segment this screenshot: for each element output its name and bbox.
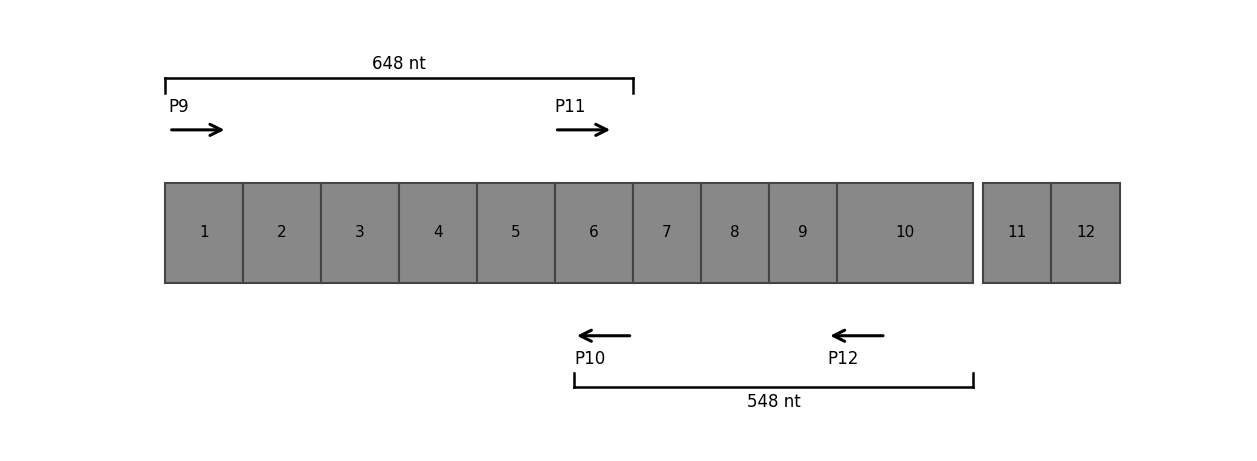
Text: P12: P12 [827, 350, 859, 368]
Text: P11: P11 [554, 98, 586, 116]
Bar [837, 183, 973, 283]
Bar [700, 183, 769, 283]
Bar [165, 183, 243, 283]
Text: 6: 6 [588, 225, 598, 240]
Text: 3: 3 [354, 225, 365, 240]
Text: 5: 5 [510, 225, 520, 240]
Text: 12: 12 [1076, 225, 1095, 240]
Text: P9: P9 [168, 98, 190, 116]
Text: 548 nt: 548 nt [747, 394, 801, 412]
Bar [243, 183, 321, 283]
Text: 9: 9 [798, 225, 808, 240]
Text: 10: 10 [896, 225, 915, 240]
Bar [321, 183, 398, 283]
Bar [398, 183, 476, 283]
Text: 7: 7 [661, 225, 671, 240]
Text: 11: 11 [1008, 225, 1027, 240]
Text: 1: 1 [199, 225, 209, 240]
Bar [983, 183, 1051, 283]
Bar [554, 183, 632, 283]
Text: 2: 2 [277, 225, 287, 240]
Bar [632, 183, 700, 283]
Bar [769, 183, 837, 283]
Text: P10: P10 [574, 350, 606, 368]
Text: 8: 8 [730, 225, 739, 240]
Text: 648 nt: 648 nt [372, 55, 426, 73]
Text: 4: 4 [432, 225, 442, 240]
Bar [476, 183, 554, 283]
Bar [1051, 183, 1120, 283]
